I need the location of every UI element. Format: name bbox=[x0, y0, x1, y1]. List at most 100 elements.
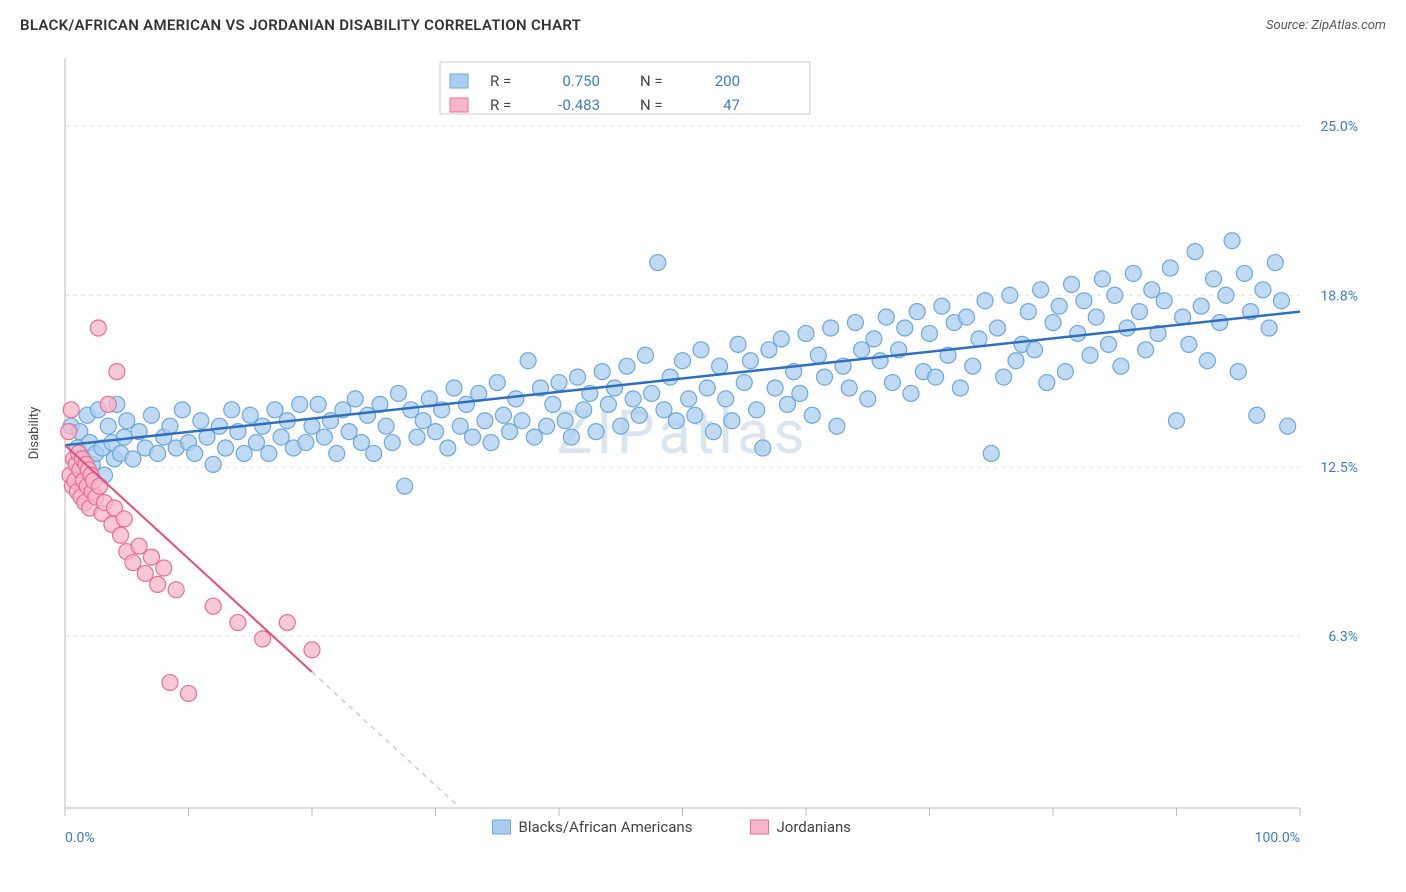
data-point bbox=[508, 391, 524, 407]
data-point bbox=[310, 396, 326, 412]
data-point bbox=[841, 380, 857, 396]
data-point bbox=[61, 424, 77, 440]
chart-title: BLACK/AFRICAN AMERICAN VS JORDANIAN DISA… bbox=[20, 16, 581, 34]
data-point bbox=[1033, 282, 1049, 298]
data-point bbox=[977, 293, 993, 309]
data-point bbox=[866, 331, 882, 347]
data-point bbox=[1113, 358, 1129, 374]
data-point bbox=[712, 358, 728, 374]
data-point bbox=[150, 445, 166, 461]
data-point bbox=[109, 364, 125, 380]
legend-r-label: R = bbox=[490, 96, 511, 114]
data-point bbox=[316, 429, 332, 445]
legend-n-label: N = bbox=[640, 96, 663, 114]
data-point bbox=[304, 642, 320, 658]
data-point bbox=[823, 320, 839, 336]
data-point bbox=[989, 320, 1005, 336]
data-point bbox=[347, 391, 363, 407]
data-point bbox=[174, 402, 190, 418]
source-attribution: Source: ZipAtlas.com bbox=[1266, 18, 1386, 33]
data-point bbox=[1057, 364, 1073, 380]
data-point bbox=[1138, 342, 1154, 358]
data-point bbox=[1224, 233, 1240, 249]
data-point bbox=[1045, 315, 1061, 331]
data-point bbox=[767, 380, 783, 396]
data-point bbox=[143, 407, 159, 423]
legend-r-label: R = bbox=[490, 72, 511, 90]
data-point bbox=[607, 380, 623, 396]
data-point bbox=[909, 304, 925, 320]
data-point bbox=[928, 369, 944, 385]
data-point bbox=[193, 413, 209, 429]
data-point bbox=[292, 396, 308, 412]
x-max-label: 100.0% bbox=[1255, 830, 1300, 846]
data-point bbox=[1101, 336, 1117, 352]
data-point bbox=[959, 309, 975, 325]
data-point bbox=[483, 435, 499, 451]
data-point bbox=[1156, 293, 1172, 309]
data-point bbox=[100, 396, 116, 412]
data-point bbox=[903, 385, 919, 401]
data-point bbox=[588, 424, 604, 440]
data-point bbox=[1187, 244, 1203, 260]
data-point bbox=[662, 369, 678, 385]
data-point bbox=[860, 391, 876, 407]
data-point bbox=[1125, 265, 1141, 281]
data-point bbox=[724, 413, 740, 429]
data-point bbox=[116, 511, 132, 527]
data-point bbox=[100, 418, 116, 434]
y-tick-label: 6.3% bbox=[1328, 629, 1358, 645]
legend-n-value: 200 bbox=[715, 72, 740, 90]
data-point bbox=[829, 418, 845, 434]
data-point bbox=[1076, 293, 1092, 309]
data-point bbox=[576, 402, 592, 418]
data-point bbox=[773, 331, 789, 347]
data-point bbox=[996, 369, 1012, 385]
data-point bbox=[749, 402, 765, 418]
data-point bbox=[92, 478, 108, 494]
chart-container: 6.3%12.5%18.8%25.0%ZIPatlas0.0%100.0%Dis… bbox=[20, 48, 1386, 872]
data-point bbox=[1230, 364, 1246, 380]
data-point bbox=[279, 615, 295, 631]
data-point bbox=[687, 407, 703, 423]
data-point bbox=[1255, 282, 1271, 298]
data-point bbox=[1162, 260, 1178, 276]
data-point bbox=[1193, 298, 1209, 314]
data-point bbox=[965, 358, 981, 374]
data-point bbox=[755, 440, 771, 456]
y-tick-label: 12.5% bbox=[1320, 460, 1358, 476]
data-point bbox=[650, 255, 666, 271]
series-legend-swatch bbox=[751, 820, 769, 834]
data-point bbox=[1273, 293, 1289, 309]
data-point bbox=[631, 407, 647, 423]
data-point bbox=[150, 576, 166, 592]
data-point bbox=[1261, 320, 1277, 336]
data-point bbox=[668, 413, 684, 429]
data-point bbox=[675, 353, 691, 369]
data-point bbox=[570, 369, 586, 385]
data-point bbox=[1039, 375, 1055, 391]
data-point bbox=[1249, 407, 1265, 423]
data-point bbox=[1070, 325, 1086, 341]
data-point bbox=[557, 413, 573, 429]
data-point bbox=[736, 375, 752, 391]
data-point bbox=[1051, 298, 1067, 314]
data-point bbox=[298, 435, 314, 451]
y-axis-label: Disability bbox=[27, 407, 42, 460]
data-point bbox=[718, 391, 734, 407]
data-point bbox=[551, 375, 567, 391]
data-point bbox=[1218, 287, 1234, 303]
data-point bbox=[600, 396, 616, 412]
data-point bbox=[477, 413, 493, 429]
data-point bbox=[1181, 336, 1197, 352]
data-point bbox=[817, 369, 833, 385]
data-point bbox=[810, 347, 826, 363]
y-tick-label: 25.0% bbox=[1320, 119, 1358, 135]
data-point bbox=[1267, 255, 1283, 271]
data-point bbox=[162, 675, 178, 691]
data-point bbox=[730, 336, 746, 352]
series-legend-swatch bbox=[493, 820, 511, 834]
data-point bbox=[1169, 413, 1185, 429]
data-point bbox=[181, 685, 197, 701]
data-point bbox=[390, 385, 406, 401]
